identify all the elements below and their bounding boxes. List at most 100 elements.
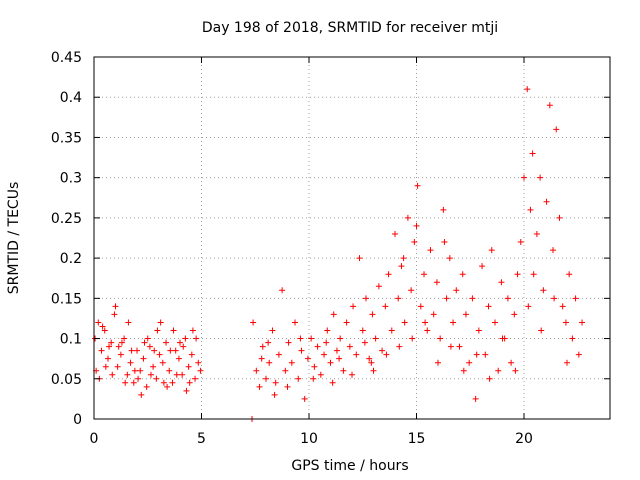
data-point: [369, 311, 376, 318]
data-point: [508, 359, 515, 366]
data-point: [459, 271, 466, 278]
data-point: [263, 375, 269, 382]
data-point: [479, 263, 486, 270]
data-point: [327, 359, 334, 366]
data-point: [550, 247, 557, 254]
data-point: [491, 319, 498, 326]
data-point: [180, 343, 187, 350]
data-point: [396, 343, 403, 350]
data-point: [469, 295, 476, 302]
data-point: [324, 327, 331, 334]
data-point: [514, 271, 521, 278]
data-point: [101, 327, 108, 334]
data-point: [285, 339, 292, 346]
data-point: [414, 182, 421, 189]
data-point: [182, 335, 189, 342]
data-point: [525, 303, 532, 310]
data-point: [388, 327, 395, 334]
data-point: [447, 343, 454, 350]
data-point: [538, 327, 545, 334]
data-point: [564, 359, 570, 366]
data-point: [153, 375, 160, 382]
data-point: [527, 206, 534, 213]
data-point: [446, 255, 453, 262]
data-point: [472, 395, 479, 402]
data-point: [170, 327, 177, 334]
data-point: [282, 367, 289, 374]
data-point: [385, 271, 392, 278]
data-point: [317, 371, 324, 378]
data-point: [359, 327, 366, 334]
data-point: [117, 351, 124, 358]
data-point: [144, 335, 151, 342]
data-point: [314, 343, 321, 350]
data-point: [524, 86, 531, 93]
data-point: [450, 319, 457, 326]
data-point: [572, 295, 579, 302]
data-point: [179, 371, 186, 378]
data-point: [517, 239, 524, 246]
data-point: [460, 367, 467, 374]
data-point: [356, 255, 363, 262]
data-point: [537, 174, 544, 181]
data-point: [453, 287, 460, 294]
data-point: [409, 335, 416, 342]
data-point: [466, 359, 473, 366]
data-point: [498, 279, 505, 286]
data-point: [398, 263, 405, 270]
data-point: [130, 379, 137, 386]
data-point: [147, 371, 154, 378]
data-point: [321, 351, 328, 358]
data-point: [111, 311, 118, 318]
data-point: [137, 367, 144, 374]
data-point: [361, 339, 368, 346]
data-point: [118, 339, 125, 346]
axis-ticks: [93, 56, 610, 420]
data-point: [134, 347, 140, 354]
data-points: [92, 86, 586, 422]
data-point: [370, 367, 377, 374]
data-point: [400, 255, 407, 262]
data-point: [372, 335, 379, 342]
data-point: [195, 359, 202, 366]
y-tick-label: 0.45: [51, 50, 82, 66]
y-tick-label: 0.4: [60, 90, 82, 106]
data-point: [173, 371, 180, 378]
data-point: [272, 379, 279, 386]
data-point: [284, 383, 291, 390]
data-point: [486, 375, 493, 382]
data-point: [167, 347, 174, 354]
y-tick-labels: 0 0.05 0.1 0.15 0.2 0.25 0.3 0.35 0.4 0.45: [51, 50, 82, 428]
x-tick-label: 15: [408, 431, 426, 447]
data-point: [340, 367, 347, 374]
data-point: [106, 343, 113, 350]
data-point: [533, 230, 540, 237]
y-tick-label: 0.2: [60, 251, 82, 267]
y-axis-label: SRMTID / TECUs: [6, 182, 22, 295]
data-point: [488, 247, 495, 254]
data-point: [435, 359, 441, 366]
data-point: [297, 335, 304, 342]
data-point: [114, 363, 121, 370]
data-point: [288, 359, 295, 366]
data-point: [353, 351, 360, 358]
data-point: [337, 335, 344, 342]
data-point: [346, 343, 353, 350]
data-point: [160, 379, 167, 386]
data-point: [413, 222, 420, 229]
data-point: [271, 391, 278, 398]
x-tick-label: 20: [515, 431, 533, 447]
data-point: [546, 102, 553, 109]
y-tick-label: 0.25: [51, 211, 82, 227]
data-point: [382, 303, 389, 310]
data-point: [504, 295, 511, 302]
data-point: [443, 295, 450, 302]
data-point: [259, 343, 266, 350]
data-point: [186, 379, 193, 386]
data-point: [295, 375, 302, 382]
data-point: [185, 363, 192, 370]
x-tick-label: 0: [90, 431, 99, 447]
data-point: [368, 359, 375, 366]
data-point: [298, 347, 305, 354]
data-point: [183, 387, 190, 394]
